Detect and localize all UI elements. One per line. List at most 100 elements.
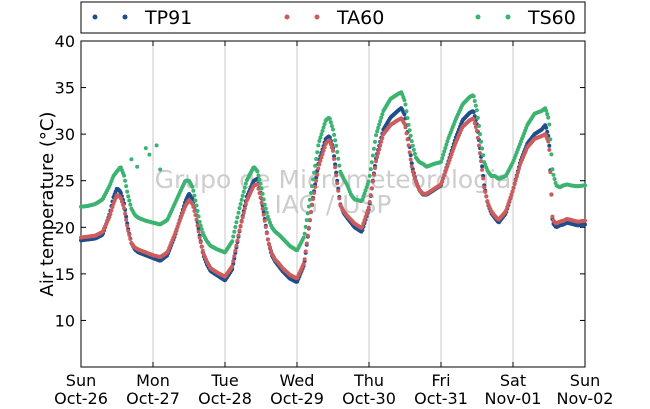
data-point (479, 139, 484, 144)
data-point (306, 225, 311, 230)
data-point (190, 201, 195, 206)
data-point (194, 203, 199, 208)
data-point (403, 102, 408, 107)
data-point (378, 119, 383, 124)
data-point (360, 224, 365, 229)
data-point (195, 208, 200, 213)
data-point (366, 205, 371, 210)
data-point (255, 169, 260, 174)
data-point (196, 226, 201, 231)
data-point (126, 228, 131, 233)
data-point (371, 172, 376, 177)
data-point (158, 167, 163, 172)
data-point (234, 220, 239, 225)
data-point (304, 218, 309, 223)
legend-marker (92, 14, 98, 20)
data-point (332, 132, 337, 137)
data-point (303, 224, 308, 229)
data-point (257, 191, 262, 196)
watermark-line-2: IAG / USP (275, 190, 392, 219)
data-point (407, 150, 412, 155)
data-point (118, 190, 123, 195)
data-point (230, 239, 235, 244)
data-point (336, 156, 341, 161)
x-tick-label-date: Nov-01 (485, 389, 542, 408)
data-point (550, 167, 555, 172)
data-point (317, 139, 322, 144)
data-point (443, 146, 448, 151)
data-point (239, 219, 244, 224)
data-point (402, 112, 407, 117)
data-point (311, 197, 316, 202)
data-point (200, 248, 205, 253)
data-point (548, 137, 553, 142)
data-point (135, 164, 140, 169)
data-point (194, 217, 199, 222)
data-point (370, 179, 375, 184)
data-point (143, 146, 148, 151)
data-point (512, 182, 517, 187)
data-point (305, 233, 310, 238)
data-point (238, 224, 243, 229)
data-point (404, 109, 409, 114)
data-point (126, 194, 131, 199)
data-point (377, 122, 382, 127)
data-point (583, 222, 587, 227)
data-point (544, 108, 549, 113)
legend-marker (284, 14, 290, 20)
data-point (304, 241, 309, 246)
data-point (122, 206, 127, 211)
data-point (236, 210, 241, 215)
data-point (379, 139, 384, 144)
data-point (370, 153, 375, 158)
data-point (124, 184, 129, 189)
data-point (199, 227, 204, 232)
data-point (230, 264, 235, 269)
data-point (366, 179, 371, 184)
x-tick-label-date: Oct-28 (198, 389, 252, 408)
data-point (380, 135, 385, 140)
data-point (301, 261, 306, 266)
data-point (549, 192, 554, 197)
watermark-line-1: Grupo de Micrometeorologia (155, 165, 512, 194)
data-point (192, 193, 197, 198)
data-point (242, 206, 247, 211)
data-point (332, 157, 337, 162)
data-point (365, 208, 370, 213)
data-point (242, 185, 247, 190)
data-point (367, 173, 372, 178)
data-point (147, 152, 152, 157)
data-point (314, 156, 319, 161)
data-point (260, 191, 265, 196)
legend-marker (475, 14, 481, 20)
data-point (329, 145, 334, 150)
data-point (478, 132, 482, 137)
data-point (193, 213, 198, 218)
data-point (549, 152, 554, 157)
data-point (241, 211, 246, 216)
data-point (367, 199, 372, 204)
data-point (337, 163, 342, 168)
data-point (407, 128, 412, 133)
data-point (257, 177, 262, 182)
data-point (409, 161, 414, 166)
data-point (233, 224, 238, 229)
data-point (108, 212, 113, 217)
data-point (475, 135, 480, 140)
data-point (369, 160, 374, 165)
data-point (238, 202, 243, 206)
data-point (306, 204, 311, 209)
data-point (551, 172, 556, 177)
data-point (473, 125, 478, 130)
data-point (303, 249, 308, 254)
data-point (333, 138, 338, 143)
data-point (235, 215, 240, 220)
data-point (310, 203, 314, 208)
data-point (196, 229, 201, 234)
x-tick-label-day: Thu (353, 371, 384, 390)
data-point (442, 149, 447, 154)
data-point (308, 190, 313, 195)
data-point (268, 245, 272, 250)
data-point (125, 189, 130, 194)
data-point (107, 215, 112, 220)
